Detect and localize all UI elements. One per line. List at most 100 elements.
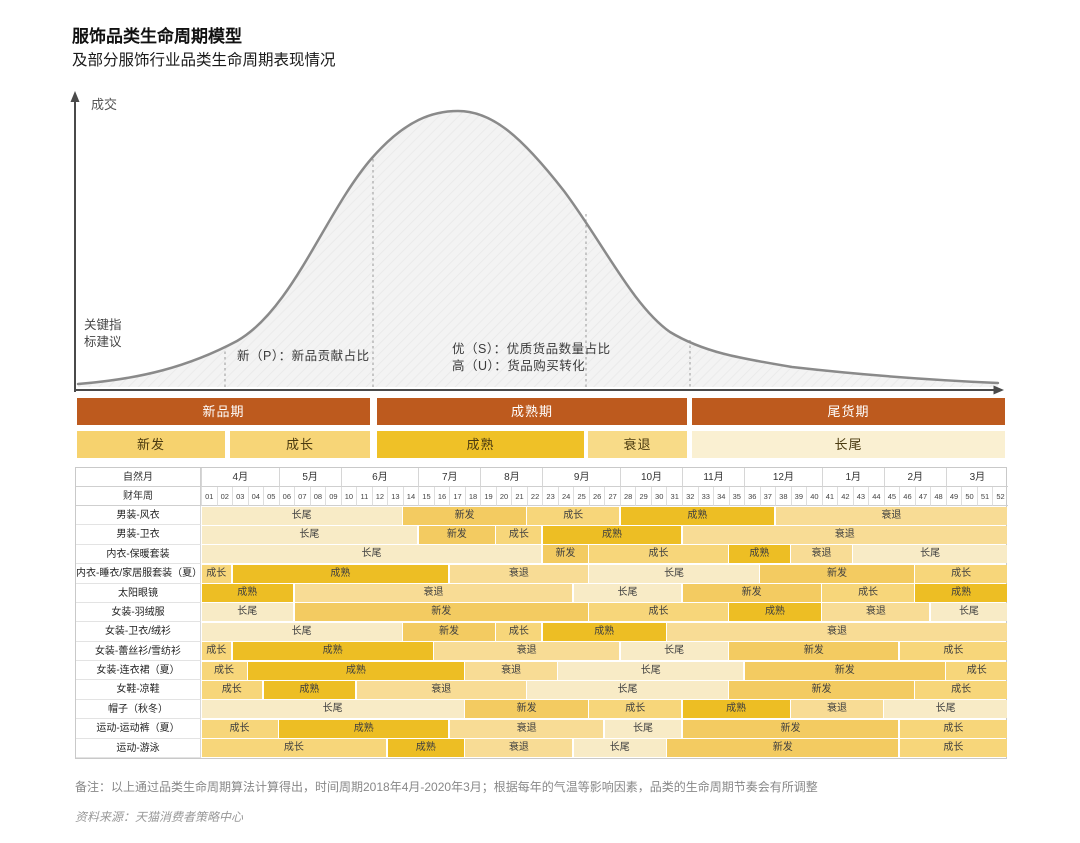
table-row: 男装-风衣 长尾 新发 成长 成熟 衰退 bbox=[76, 506, 1007, 526]
phase-track: 成熟 衰退 长尾 新发 成长 成熟 bbox=[201, 584, 1007, 603]
corner-natural-month: 自然月 bbox=[76, 468, 201, 487]
lifecycle-table: 自然月 4月 5月 6月 7月 8月 9月 10月 11月 12月 1月 2月 3月 财年周 01 02 03 0… bbox=[75, 467, 1008, 759]
phase-segment-mature: 成熟 bbox=[729, 545, 790, 564]
week-number-cell: 38 bbox=[775, 487, 791, 506]
phase-segment-decline: 衰退 bbox=[791, 700, 883, 719]
phase-segment-growth: 成长 bbox=[589, 603, 728, 622]
phase-segment-new: 新发 bbox=[418, 525, 495, 544]
week-number-cell: 19 bbox=[480, 487, 496, 506]
phase-segment-decline: 衰退 bbox=[434, 642, 619, 661]
lifecycle-curve-svg bbox=[70, 91, 1004, 395]
week-number-cell: 18 bbox=[464, 487, 481, 506]
stage-segment: 新品期 bbox=[77, 398, 370, 425]
week-number-cell: 45 bbox=[883, 487, 900, 506]
annotation-new-p: 新（P）：新品贡献占比 bbox=[237, 349, 370, 363]
phase-segment-growth: 成长 bbox=[946, 661, 1007, 680]
phase-segment-growth: 成长 bbox=[201, 661, 247, 680]
phase-segment-mature: 成熟 bbox=[915, 584, 1007, 603]
phase-segment-growth: 成长 bbox=[201, 564, 232, 583]
phase-segment-growth: 成长 bbox=[527, 506, 619, 525]
month-header-cell: 8月 bbox=[480, 468, 543, 487]
week-number-cell: 10 bbox=[340, 487, 357, 506]
week-number-cell: 36 bbox=[744, 487, 760, 506]
stage-segment: 尾货期 bbox=[692, 398, 1005, 425]
week-number-cell: 28 bbox=[619, 487, 636, 506]
week-number-cell: 13 bbox=[387, 487, 403, 506]
footnote: 备注：以上通过品类生命周期算法计算得出，时间周期2018年4月-2020年3月；… bbox=[75, 780, 818, 794]
week-number-cell: 20 bbox=[495, 487, 512, 506]
substage-segment: 长尾 bbox=[692, 431, 1005, 458]
phase-segment-mature: 成熟 bbox=[682, 700, 790, 719]
phase-segment-new: 新发 bbox=[729, 642, 899, 661]
week-number-cell: 25 bbox=[573, 487, 589, 506]
week-number-cell: 32 bbox=[681, 487, 698, 506]
phase-segment-mature: 成熟 bbox=[232, 642, 433, 661]
category-label: 女装-卫衣/绒衫 bbox=[76, 622, 201, 642]
phase-track: 长尾 新发 成长 成熟 衰退 bbox=[201, 622, 1007, 641]
phase-segment-new: 新发 bbox=[294, 603, 588, 622]
phase-segment-new: 新发 bbox=[465, 700, 588, 719]
phase-segment-decline: 衰退 bbox=[465, 661, 557, 680]
phase-segment-mature: 成熟 bbox=[248, 661, 464, 680]
phase-segment-longtail: 长尾 bbox=[573, 739, 666, 758]
phase-segment-longtail: 长尾 bbox=[201, 506, 402, 525]
week-number-cell: 30 bbox=[650, 487, 667, 506]
week-number-cell: 12 bbox=[371, 487, 388, 506]
week-number-cell: 42 bbox=[837, 487, 853, 506]
month-header-cell: 1月 bbox=[821, 468, 884, 487]
week-number-cell: 41 bbox=[821, 487, 838, 506]
phase-segment-growth: 成长 bbox=[589, 700, 682, 719]
week-number-cell: 08 bbox=[309, 487, 326, 506]
source-note: 资料来源：天猫消费者策略中心 bbox=[75, 810, 244, 824]
month-header-cell: 9月 bbox=[542, 468, 620, 487]
phase-segment-decline: 衰退 bbox=[356, 680, 526, 699]
week-number-cell: 15 bbox=[418, 487, 434, 506]
dashed-guides bbox=[224, 159, 691, 388]
y-axis-label: 成交 bbox=[91, 97, 118, 112]
category-label: 太阳眼镜 bbox=[76, 583, 201, 603]
table-row: 运动-游泳 成长 成熟 衰退 长尾 新发 成长 bbox=[76, 738, 1007, 758]
phase-segment-mature: 成熟 bbox=[729, 603, 821, 622]
substage-segment: 成熟 bbox=[377, 431, 584, 458]
corner-fiscal-week: 财年周 bbox=[76, 487, 201, 506]
month-header-cell: 2月 bbox=[883, 468, 946, 487]
phase-track: 成长 成熟 衰退 长尾 新发 成长 bbox=[201, 642, 1007, 661]
phase-segment-growth: 成长 bbox=[496, 525, 542, 544]
axes bbox=[70, 91, 1004, 395]
week-number-cell: 05 bbox=[263, 487, 279, 506]
phase-segment-decline: 衰退 bbox=[775, 506, 1007, 525]
annotation-excellent-s: 优（S）：优质货品数量占比 bbox=[452, 342, 611, 356]
week-number-cell: 40 bbox=[806, 487, 822, 506]
category-label: 运动-游泳 bbox=[76, 738, 201, 758]
table-row: 帽子（秋冬） 长尾 新发 成长 成熟 衰退 长尾 bbox=[76, 699, 1007, 720]
week-number-cell: 24 bbox=[557, 487, 574, 506]
phase-track: 长尾 新发 成长 成熟 衰退 bbox=[201, 525, 1007, 544]
category-label: 女装-羽绒服 bbox=[76, 602, 201, 623]
month-header-cell: 4月 bbox=[201, 468, 279, 487]
phase-segment-decline: 衰退 bbox=[294, 584, 573, 603]
week-number-cell: 01 bbox=[201, 487, 217, 506]
table-row: 女装-蕾丝衫/雪纺衫 成长 成熟 衰退 长尾 新发 成长 bbox=[76, 641, 1007, 661]
curve-area bbox=[78, 111, 998, 387]
phase-segment-longtail: 长尾 bbox=[589, 564, 759, 583]
table-row: 女装-连衣裙（夏） 成长 成熟 衰退 长尾 新发 成长 bbox=[76, 661, 1007, 681]
week-number-cell: 31 bbox=[666, 487, 682, 506]
table-row: 女鞋-凉鞋 成长 成熟 衰退 长尾 新发 成长 bbox=[76, 680, 1007, 700]
category-label: 男装-卫衣 bbox=[76, 525, 201, 545]
phase-segment-mature: 成熟 bbox=[542, 622, 666, 641]
phase-segment-growth: 成长 bbox=[201, 739, 387, 758]
month-header-cell: 10月 bbox=[619, 468, 683, 487]
week-number-cell: 47 bbox=[914, 487, 931, 506]
phase-segment-longtail: 长尾 bbox=[527, 680, 728, 699]
phase-segment-decline: 衰退 bbox=[822, 603, 930, 622]
phase-segment-new: 新发 bbox=[542, 545, 588, 564]
page-subtitle: 及部分服饰行业品类生命周期表现情况 bbox=[72, 52, 336, 69]
category-label: 内衣-保暖套装 bbox=[76, 544, 201, 565]
week-number-cell: 27 bbox=[604, 487, 620, 506]
phase-track: 长尾 新发 成长 成熟 衰退 bbox=[201, 506, 1007, 525]
phase-track: 成长 成熟 衰退 长尾 新发 成长 bbox=[201, 661, 1007, 680]
week-number-cell: 22 bbox=[526, 487, 543, 506]
phase-segment-decline: 衰退 bbox=[791, 545, 852, 564]
phase-segment-growth: 成长 bbox=[496, 622, 542, 641]
week-number-cell: 35 bbox=[728, 487, 745, 506]
